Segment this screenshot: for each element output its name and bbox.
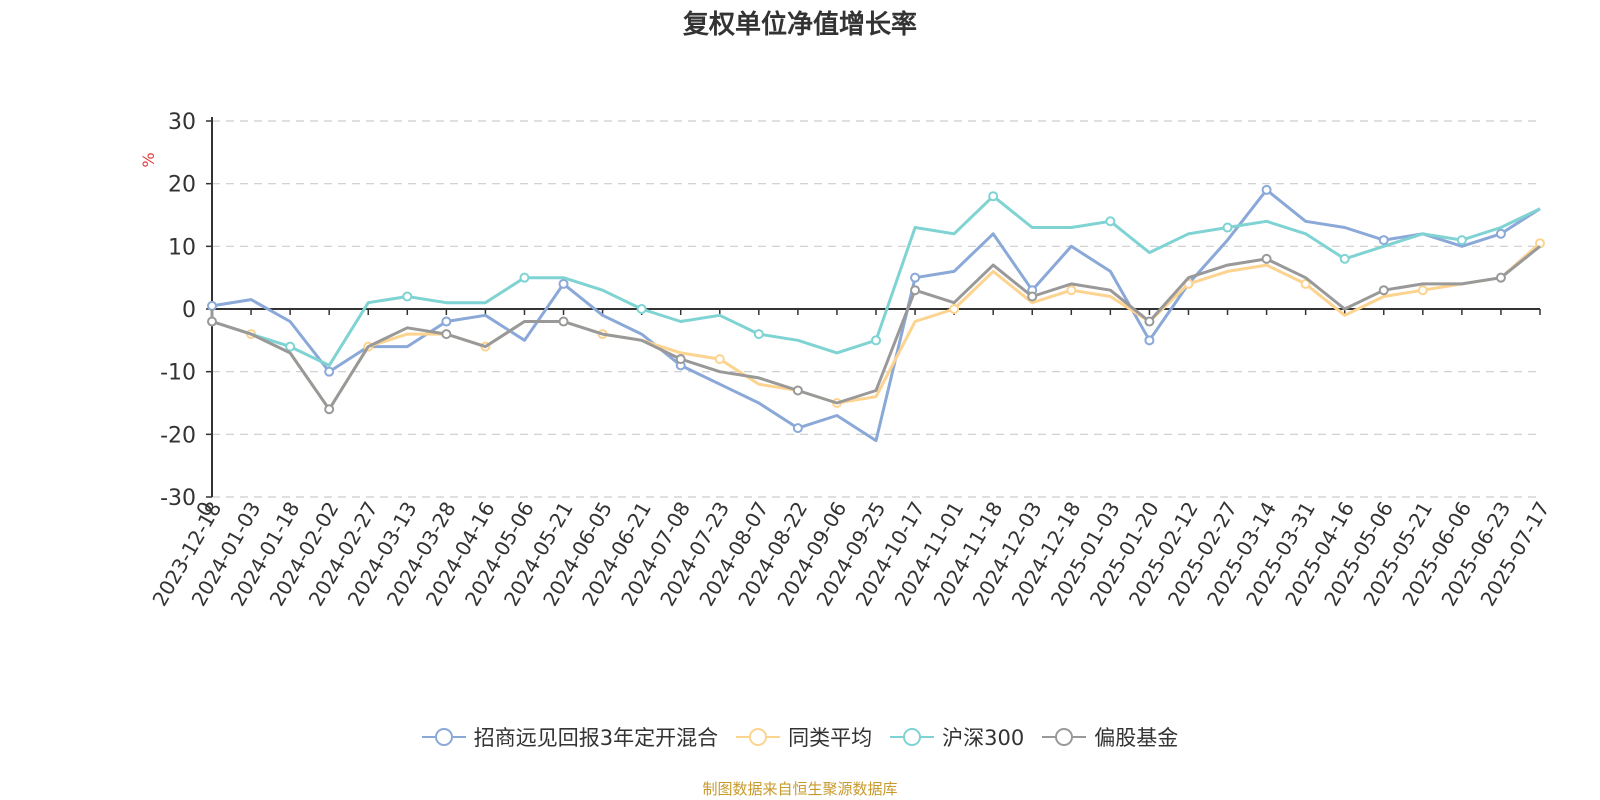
- y-tick-label: 0: [182, 298, 196, 323]
- legend-item[interactable]: 偏股基金: [1042, 722, 1178, 752]
- data-point: [1495, 228, 1506, 239]
- data-point: [949, 304, 960, 314]
- legend: 招商远见回报3年定开混合 同类平均 沪深300 偏股基金: [0, 722, 1600, 752]
- data-point: [675, 354, 686, 365]
- y-tick-label: -30: [160, 486, 196, 511]
- legend-label: 招商远见回报3年定开混合: [473, 726, 719, 750]
- data-point: [910, 272, 921, 283]
- data-point: [1261, 184, 1272, 195]
- legend-marker-icon: [421, 728, 466, 746]
- data-point: [988, 191, 999, 202]
- legend-item[interactable]: 同类平均: [736, 722, 872, 752]
- legend-item[interactable]: 招商远见回报3年定开混合: [421, 722, 719, 752]
- series-line: [210, 188, 1541, 443]
- source-note: 制图数据来自恒生聚源数据库: [702, 780, 898, 798]
- data-point: [1144, 335, 1155, 346]
- data-point: [1378, 285, 1389, 296]
- legend-marker-icon: [1042, 728, 1087, 746]
- data-point: [207, 300, 217, 311]
- data-point: [1027, 291, 1038, 302]
- legend-item[interactable]: 沪深300: [890, 722, 1024, 752]
- series-line: [210, 245, 1541, 411]
- data-point: [1105, 216, 1116, 227]
- series-1: [210, 238, 1545, 411]
- data-point: [1339, 253, 1350, 264]
- legend-label: 偏股基金: [1094, 726, 1179, 750]
- chart-title: 复权单位净值增长率: [682, 10, 917, 40]
- data-point: [910, 285, 921, 296]
- data-point: [285, 341, 296, 352]
- data-point: [871, 335, 881, 346]
- y-axis-label: %: [139, 152, 158, 167]
- series-line: [210, 242, 1541, 411]
- data-point: [519, 272, 530, 283]
- data-point: [1378, 235, 1389, 246]
- series-2: [210, 191, 1541, 367]
- data-point: [1417, 285, 1428, 296]
- series-3: [207, 245, 1541, 415]
- data-point: [1535, 238, 1545, 249]
- data-point: [792, 385, 803, 396]
- data-point: [324, 366, 335, 377]
- data-point: [441, 329, 452, 340]
- legend-label: 同类平均: [788, 726, 873, 750]
- data-point: [324, 404, 335, 415]
- data-point: [1456, 235, 1467, 246]
- data-point: [714, 354, 725, 365]
- data-point: [207, 316, 217, 327]
- data-point: [1066, 285, 1077, 296]
- y-tick-label: 30: [168, 110, 196, 135]
- legend-marker-icon: [736, 728, 781, 746]
- data-point: [636, 304, 647, 314]
- data-point: [1300, 278, 1311, 289]
- data-point: [558, 278, 569, 289]
- data-point: [753, 329, 764, 340]
- legend-label: 沪深300: [942, 726, 1025, 750]
- series-line: [210, 194, 1541, 367]
- data-point: [1222, 222, 1233, 233]
- series-lines: [207, 184, 1545, 443]
- y-tick-label: 10: [168, 235, 196, 260]
- data-point: [1261, 253, 1272, 264]
- data-point: [1144, 316, 1155, 327]
- y-tick-label: -20: [160, 423, 196, 448]
- data-point: [402, 291, 413, 302]
- data-point: [558, 316, 569, 327]
- legend-marker-icon: [890, 728, 935, 746]
- y-tick-label: 20: [168, 173, 196, 198]
- data-point: [792, 423, 803, 434]
- data-point: [441, 316, 452, 327]
- y-tick-label: -10: [160, 361, 196, 386]
- data-point: [1495, 272, 1506, 283]
